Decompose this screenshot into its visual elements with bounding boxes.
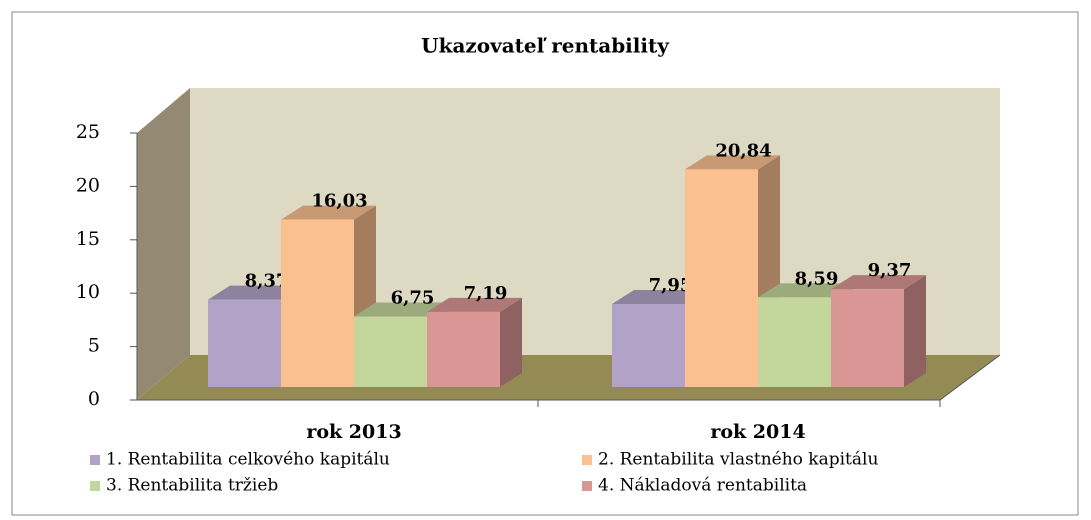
bar [354,316,427,387]
y-tick-label: 10 [76,281,100,303]
y-tick-label: 0 [88,388,100,410]
data-label: 20,84 [715,140,771,161]
data-label: 9,37 [868,260,912,281]
bar [758,297,831,387]
x-tick-label: rok 2014 [710,421,805,443]
chart-title: Ukazovateľ rentability [421,34,670,58]
legend-swatch [582,481,592,491]
bar [281,219,354,387]
bar-top [427,297,522,312]
bar-top [831,275,926,290]
data-label: 8,37 [245,271,289,292]
bar [427,311,500,387]
legend-swatch [582,455,592,465]
data-label: 6,75 [391,288,435,309]
bar-top [208,285,303,300]
data-label: 7,95 [649,275,693,296]
bar [208,299,281,387]
legend-swatch [90,481,100,491]
bar-top [354,302,449,317]
y-tick-label: 20 [76,174,100,196]
bar [612,304,685,387]
legend-label: 2. Rentabilita vlastného kapitálu [598,450,878,470]
x-tick-label: rok 2013 [306,421,401,443]
bar-side [500,297,522,387]
data-label: 7,19 [464,283,508,304]
legend-label: 3. Rentabilita tržieb [106,476,278,496]
bar-top [758,283,853,298]
bar [831,289,904,387]
y-tick-label: 5 [88,335,100,357]
y-tick-label: 15 [76,228,100,250]
bar-top [281,205,376,220]
side-wall [137,88,190,400]
legend-label: 1. Rentabilita celkového kapitálu [106,450,390,470]
legend-swatch [90,455,100,465]
bar-top [612,290,707,305]
bar-side [904,275,926,387]
data-label: 8,59 [795,268,839,289]
data-label: 16,03 [311,191,367,212]
floor-edge [939,354,1001,401]
legend-label: 4. Nákladová rentabilita [598,476,807,496]
bar-top [685,155,780,170]
bar [685,169,758,387]
y-tick-label: 25 [76,121,100,143]
